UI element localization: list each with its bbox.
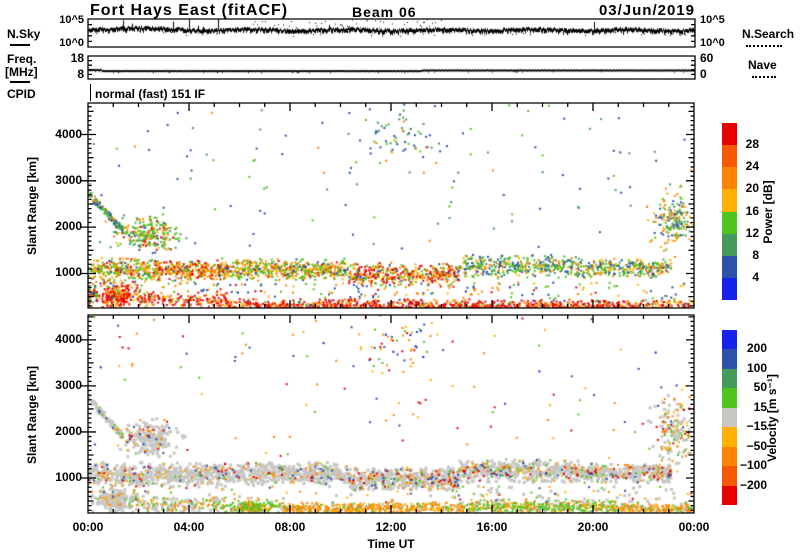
noise-ytick-bottom: 10^0: [59, 37, 84, 49]
colorbar-tick-label: 100: [746, 360, 767, 375]
power-colorbar: [722, 123, 737, 300]
colorbar-tick-label: −15: [746, 419, 767, 434]
velocity-colorbar: [722, 330, 737, 505]
colorbar-segment: [722, 330, 737, 350]
x-tick-label: 16:00: [476, 520, 508, 534]
xaxis-label: Time UT: [367, 537, 415, 551]
nave-legend-line: [752, 76, 776, 78]
colorbar-tick-label: −100: [739, 458, 767, 473]
colorbar-tick-label: −50: [746, 438, 767, 453]
velocity-scatter-plot: [88, 315, 694, 513]
cpid-value: normal (fast) 151 IF: [95, 87, 206, 101]
freq-ytick-top: 18: [70, 51, 84, 65]
freq-ytick-bottom: 8: [77, 67, 84, 81]
colorbar-segment: [722, 211, 737, 234]
colorbar-segment: [722, 368, 737, 389]
x-tick-label: 08:00: [274, 520, 306, 534]
power-yaxis-label: Slant Range [km]: [25, 157, 39, 256]
colorbar-segment: [722, 255, 737, 278]
noise-trace-plot: [88, 19, 695, 47]
freq-panel-label-bottom: [MHz]: [5, 65, 38, 79]
colorbar-segment: [722, 446, 737, 467]
colorbar-segment: [722, 277, 737, 300]
power-scatter-plot: [88, 103, 694, 308]
colorbar-tick-label: 200: [746, 341, 767, 356]
colorbar-segment: [722, 123, 737, 146]
freq-trace-plot: [88, 56, 695, 79]
colorbar-segment: [722, 145, 737, 168]
y-tick-label: 1000: [55, 265, 82, 280]
colorbar-segment: [722, 167, 737, 190]
colorbar-segment: [722, 407, 737, 428]
cpid-axis-line: [90, 84, 91, 101]
noise-ytick-bottom-right: 10^0: [700, 37, 725, 49]
colorbar-segment: [722, 233, 737, 256]
x-tick-label: 20:00: [577, 520, 609, 534]
nsearch-label: N.Search: [742, 27, 795, 41]
date-label: 03/Jun/2019: [598, 2, 695, 19]
noise-legend-line: [10, 44, 30, 46]
noise-ytick-top-right: 10^5: [700, 14, 725, 26]
colorbar-tick-label: 15: [753, 399, 767, 414]
x-tick-label: 00:00: [678, 520, 710, 534]
freq-legend-line: [10, 81, 30, 83]
x-tick-label: 04:00: [173, 520, 205, 534]
colorbar-segment: [722, 466, 737, 486]
colorbar-tick-label: −200: [739, 477, 767, 492]
colorbar-tick-label: 50: [753, 380, 767, 395]
velocity-yaxis-label: Slant Range [km]: [25, 366, 39, 465]
noise-ytick-top: 10^5: [59, 14, 84, 26]
nsearch-legend-line: [746, 45, 782, 47]
nave-ytick-bottom: 0: [700, 67, 707, 81]
noise-panel-label: N.Sky: [7, 27, 41, 41]
freq-panel-label-top: Freq.: [7, 52, 37, 66]
beam-label: Beam 06: [352, 4, 417, 20]
colorbar-segment: [722, 485, 737, 505]
x-tick-label: 00:00: [72, 520, 104, 534]
cpid-label: CPID: [7, 87, 36, 101]
nave-ytick-top: 60: [700, 51, 714, 65]
colorbar-segment: [722, 349, 737, 369]
y-tick-label: 4000: [55, 331, 82, 346]
x-tick-label: 12:00: [375, 520, 407, 534]
velocity-cbar-title: Velocity [m s⁻¹]: [765, 374, 779, 462]
colorbar-segment: [722, 388, 737, 408]
colorbar-segment: [722, 189, 737, 212]
page-title: Fort Hays East (fitACF): [90, 2, 289, 19]
power-cbar-title: Power [dB]: [761, 180, 775, 244]
y-tick-label: 4000: [55, 126, 82, 141]
nave-label: Nave: [748, 58, 777, 72]
colorbar-segment: [722, 427, 737, 447]
